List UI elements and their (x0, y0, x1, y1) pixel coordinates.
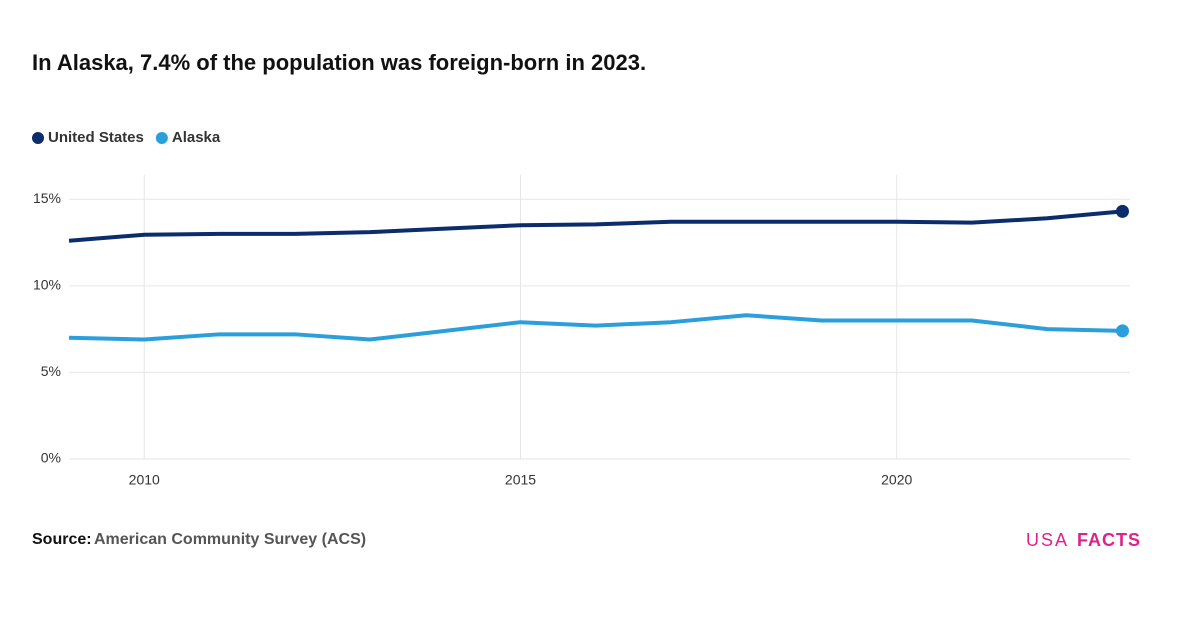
line (68, 313, 1123, 342)
source-label: Source: (32, 531, 92, 548)
logo-right: FACTS (1077, 530, 1141, 550)
logo-left: USA (1026, 530, 1069, 550)
y-tick-label: 15% (33, 190, 61, 206)
chart-title: In Alaska, 7.4% of the population was fo… (32, 50, 646, 75)
x-tick-label: 2020 (881, 472, 912, 488)
end-point (1115, 324, 1129, 338)
line (68, 209, 1123, 243)
legend-marker (32, 132, 44, 144)
end-point (1115, 204, 1129, 218)
legend-label: United States (48, 129, 144, 146)
legend-label: Alaska (172, 129, 221, 146)
x-tick-label: 2010 (129, 472, 160, 488)
y-tick-label: 5% (41, 363, 61, 379)
y-tick-label: 0% (41, 450, 61, 466)
legend-marker (155, 132, 168, 144)
x-tick-label: 2015 (505, 472, 536, 488)
source: American Community Survey (ACS) (94, 531, 366, 548)
y-tick-label: 10% (33, 277, 61, 293)
